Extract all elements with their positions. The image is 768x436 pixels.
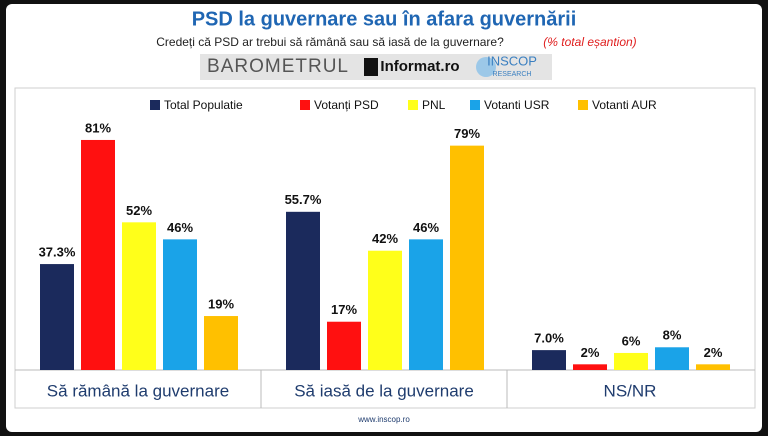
bar [450,145,484,370]
value-label: 81% [85,120,111,135]
chart-title: PSD la guvernare sau în afara guvernării [192,8,577,30]
bar [696,364,730,370]
value-label: 55.7% [285,192,322,207]
bar [368,250,402,370]
value-label: 42% [372,231,398,246]
legend-label: Votanti AUR [592,98,657,112]
legend-label: PNL [422,98,446,112]
value-label: 19% [208,296,234,311]
value-label: 8% [663,328,682,343]
bar [286,211,320,370]
bar [204,316,238,370]
chart-subtitle: Credeți că PSD ar trebui să rămână sau s… [156,35,504,49]
plot-frame [14,87,756,409]
category-label: Să rămână la guvernare [47,381,229,400]
value-label: 52% [126,203,152,218]
logo-informat: Informat.ro [380,58,459,75]
value-label: 79% [454,126,480,141]
footer: www.inscop.ro [357,415,410,424]
legend-swatch [408,100,418,110]
bar [532,350,566,370]
legend-swatch [150,100,160,110]
bar [573,364,607,370]
legend-swatch [470,100,480,110]
logo-inscop: INSCOP [487,53,537,68]
legend-label: Votanti USR [484,98,550,112]
value-label: 6% [622,333,641,348]
category-label: NS/NR [604,381,657,400]
category-label: Să iasă de la guvernare [294,381,474,400]
bar [122,222,156,370]
logo-research: RESEARCH [493,71,532,78]
logo-icon [364,58,378,76]
chart-note: (% total eșantion) [543,35,636,49]
value-label: 2% [704,345,723,360]
legend-label: Votanți PSD [314,98,379,112]
bar [327,321,361,370]
value-label: 17% [331,302,357,317]
bar [409,239,443,370]
legend-swatch [300,100,310,110]
legend-label: Total Populatie [164,98,243,112]
bar [40,264,74,370]
value-label: 2% [581,345,600,360]
bar [614,352,648,370]
legend-swatch [578,100,588,110]
value-label: 7.0% [534,331,564,346]
value-label: 37.3% [39,245,76,260]
value-label: 46% [167,220,193,235]
bar [81,139,115,370]
logo-barometrul: BAROMETRUL [207,56,349,77]
value-label: 46% [413,220,439,235]
bar [655,347,689,370]
bar [163,239,197,370]
logo-circle [476,57,496,77]
